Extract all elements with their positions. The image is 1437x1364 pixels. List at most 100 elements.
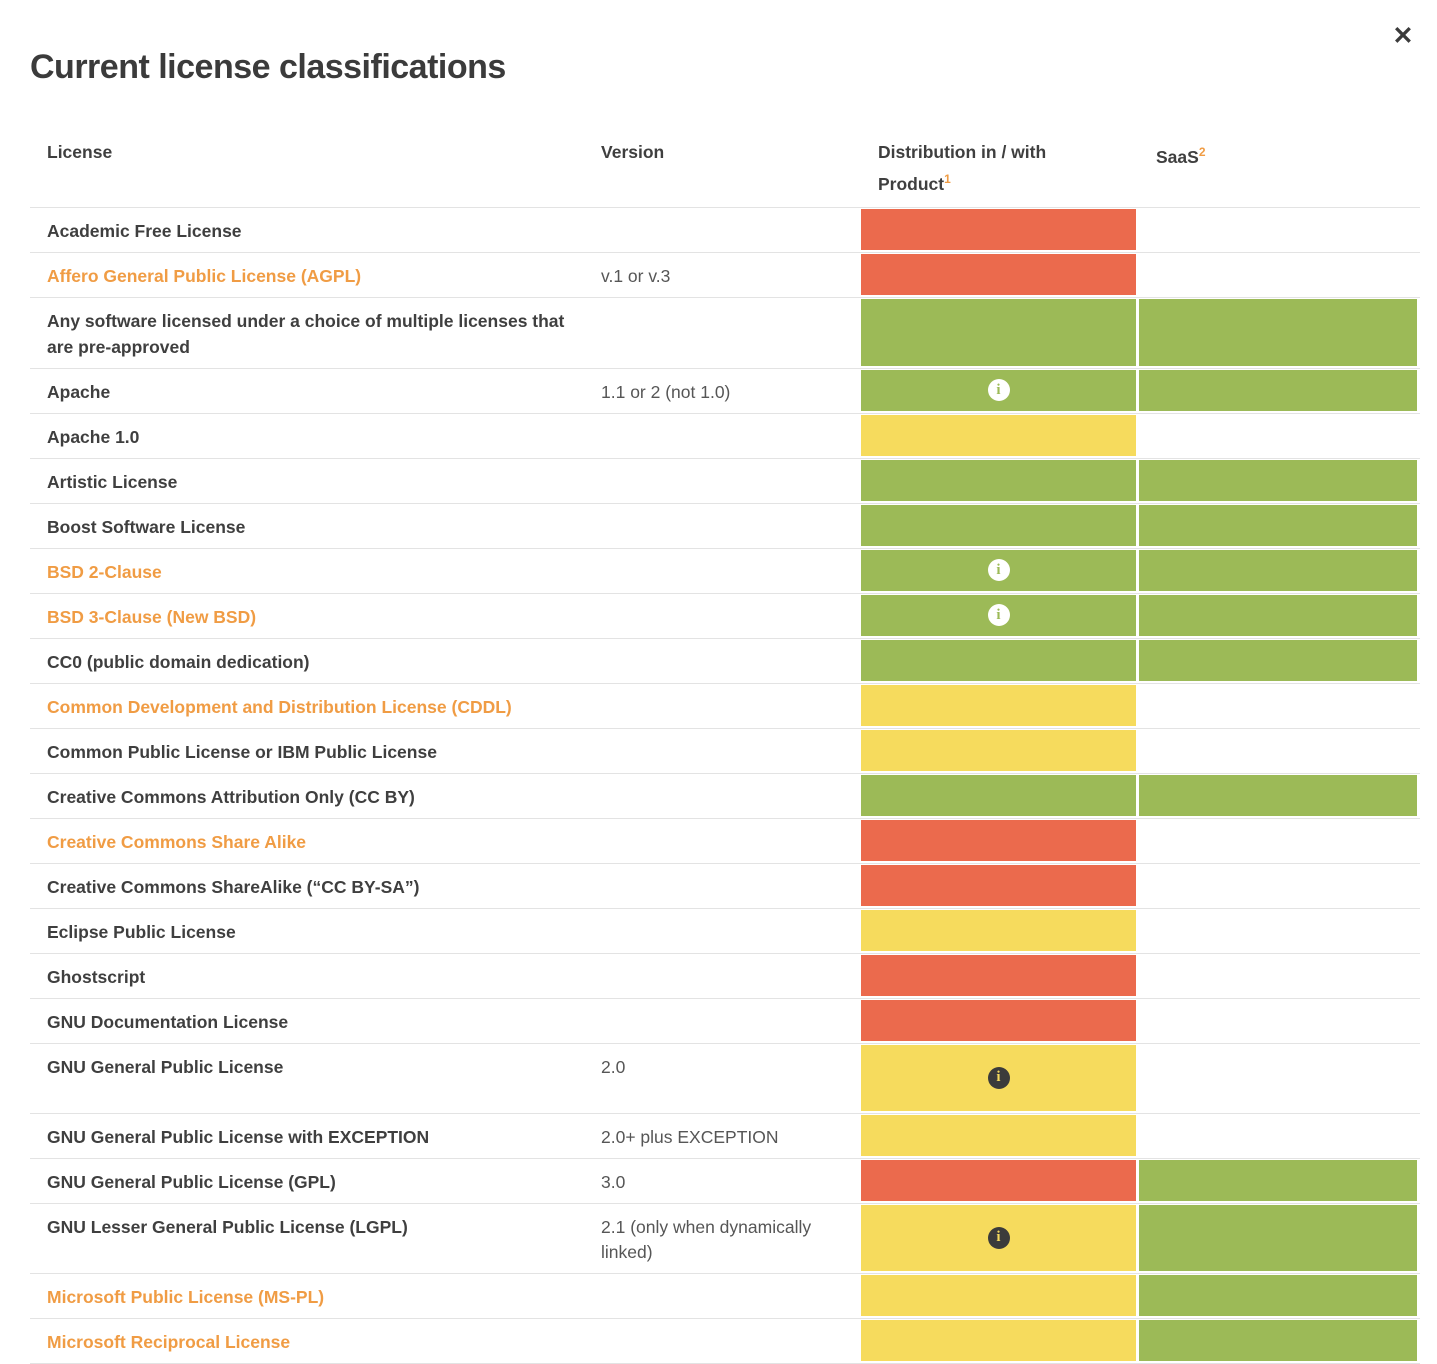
saas-status-none (1139, 1000, 1417, 1041)
distribution-status-yellow (861, 1274, 1136, 1316)
table-row: GNU General Public License with EXCEPTIO… (30, 1114, 1420, 1159)
saas-status-green (1139, 594, 1417, 636)
license-link[interactable]: Creative Commons Share Alike (47, 831, 307, 852)
license-name: Boost Software License (47, 516, 246, 537)
column-header-distribution: Distribution in / with Product1 (861, 139, 1139, 198)
saas-cell (1139, 253, 1417, 297)
license-name: Creative Commons Attribution Only (CC BY… (47, 786, 415, 807)
distribution-status-red (861, 208, 1136, 250)
info-icon[interactable]: i (987, 1066, 1010, 1089)
license-table: License Version Distribution in / with P… (30, 139, 1420, 1364)
license-version (584, 909, 861, 953)
distribution-cell: i (861, 549, 1139, 593)
column-header-version: Version (601, 141, 665, 162)
info-icon[interactable]: i (987, 379, 1010, 402)
distribution-cell: i (861, 1044, 1139, 1113)
license-version (584, 684, 861, 728)
distribution-status-red (861, 864, 1136, 906)
table-row: Ghostscript (30, 954, 1420, 999)
distribution-cell (861, 298, 1139, 368)
license-name: Academic Free License (47, 220, 242, 241)
license-version: v.1 or v.3 (601, 265, 671, 286)
distribution-header-line1: Distribution in / with (878, 141, 1047, 162)
distribution-status-green (861, 459, 1136, 501)
distribution-cell (861, 504, 1139, 548)
saas-cell (1139, 369, 1417, 413)
info-icon[interactable]: i (987, 604, 1010, 627)
close-icon[interactable]: ✕ (1392, 22, 1414, 50)
saas-cell (1139, 1044, 1417, 1113)
distribution-status-green (861, 639, 1136, 681)
saas-status-green (1139, 1274, 1417, 1316)
distribution-cell (861, 208, 1139, 252)
table-row: CC0 (public domain dedication) (30, 639, 1420, 684)
saas-cell (1139, 549, 1417, 593)
saas-cell (1139, 684, 1417, 728)
license-link[interactable]: BSD 2-Clause (47, 561, 162, 582)
info-icon[interactable]: i (987, 1226, 1010, 1249)
table-row: Apache 1.1 or 2 (not 1.0) i (30, 369, 1420, 414)
table-row: GNU Lesser General Public License (LGPL)… (30, 1204, 1420, 1274)
saas-cell (1139, 909, 1417, 953)
distribution-status-green: i (861, 594, 1136, 636)
license-version (584, 1319, 861, 1363)
distribution-cell (861, 1319, 1139, 1363)
license-name: Apache 1.0 (47, 426, 140, 447)
table-row: Affero General Public License (AGPL) v.1… (30, 253, 1420, 298)
license-name: Creative Commons ShareAlike (“CC BY-SA”) (47, 876, 420, 897)
table-row: Boost Software License (30, 504, 1420, 549)
distribution-status-yellow (861, 729, 1136, 771)
license-version: 2.0 (601, 1056, 626, 1077)
saas-status-green (1139, 549, 1417, 591)
saas-status-none (1139, 730, 1417, 771)
saas-status-green (1139, 1204, 1417, 1271)
license-version (584, 639, 861, 683)
table-row: GNU General Public License 2.0 i (30, 1044, 1420, 1114)
license-link[interactable]: Microsoft Reciprocal License (47, 1331, 291, 1352)
table-row: Creative Commons ShareAlike (“CC BY-SA”) (30, 864, 1420, 909)
distribution-cell (861, 729, 1139, 773)
license-version: 2.1 (only when dynamically linked) (601, 1216, 812, 1262)
license-version (584, 954, 861, 998)
distribution-cell (861, 864, 1139, 908)
table-row: GNU Documentation License (30, 999, 1420, 1044)
license-link[interactable]: Affero General Public License (AGPL) (47, 265, 362, 286)
distribution-cell (861, 414, 1139, 458)
distribution-status-yellow (861, 1114, 1136, 1156)
license-version (584, 208, 861, 252)
license-version (584, 774, 861, 818)
license-link[interactable]: Common Development and Distribution Lice… (47, 696, 512, 717)
footnote-1-marker: 1 (944, 171, 951, 186)
saas-cell (1139, 1319, 1417, 1363)
table-row: Academic Free License (30, 208, 1420, 253)
info-icon[interactable]: i (987, 559, 1010, 582)
distribution-status-yellow (861, 909, 1136, 951)
distribution-status-yellow (861, 414, 1136, 456)
saas-cell (1139, 729, 1417, 773)
saas-cell (1139, 459, 1417, 503)
saas-cell (1139, 864, 1417, 908)
license-version (584, 459, 861, 503)
distribution-cell (861, 819, 1139, 863)
distribution-cell (861, 1114, 1139, 1158)
table-row: GNU General Public License (GPL) 3.0 (30, 1159, 1420, 1204)
table-row: Creative Commons Attribution Only (CC BY… (30, 774, 1420, 819)
distribution-status-red (861, 819, 1136, 861)
license-link[interactable]: Microsoft Public License (MS-PL) (47, 1286, 325, 1307)
distribution-cell (861, 954, 1139, 998)
distribution-cell (861, 639, 1139, 683)
distribution-status-yellow (861, 1319, 1136, 1361)
license-name: GNU General Public License (GPL) (47, 1171, 336, 1192)
license-link[interactable]: BSD 3-Clause (New BSD) (47, 606, 257, 627)
distribution-cell (861, 774, 1139, 818)
table-row: Eclipse Public License (30, 909, 1420, 954)
license-version (584, 414, 861, 458)
table-row: Common Development and Distribution Lice… (30, 684, 1420, 729)
saas-status-green (1139, 774, 1417, 816)
distribution-status-yellow (861, 684, 1136, 726)
license-name: Eclipse Public License (47, 921, 236, 942)
distribution-cell (861, 1159, 1139, 1203)
table-body: Academic Free License Affero General Pub… (30, 208, 1420, 1364)
license-version (584, 298, 861, 368)
